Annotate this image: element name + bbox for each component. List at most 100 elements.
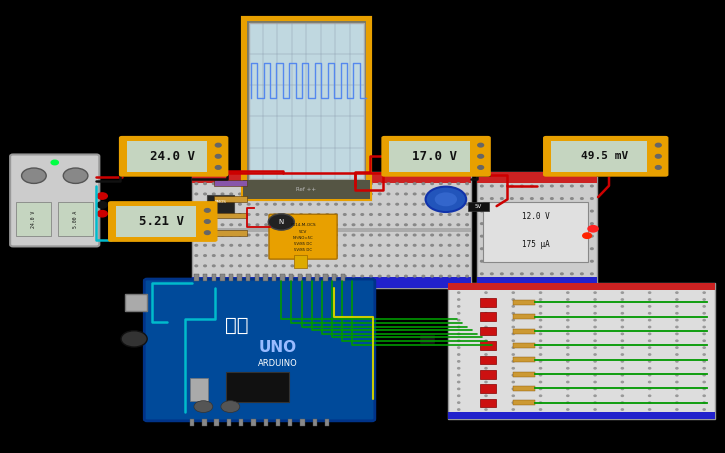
Circle shape <box>195 183 198 184</box>
Circle shape <box>300 203 302 205</box>
Circle shape <box>481 248 483 250</box>
Circle shape <box>491 210 493 212</box>
Circle shape <box>703 333 705 335</box>
Circle shape <box>405 255 407 256</box>
Circle shape <box>195 203 198 205</box>
Circle shape <box>335 255 337 256</box>
Circle shape <box>378 193 381 195</box>
Circle shape <box>318 275 320 277</box>
Circle shape <box>512 306 514 307</box>
Circle shape <box>291 234 294 236</box>
Circle shape <box>405 275 407 277</box>
Circle shape <box>239 275 241 277</box>
Circle shape <box>239 234 241 236</box>
Circle shape <box>457 361 460 362</box>
Bar <box>477 172 597 183</box>
Circle shape <box>352 255 355 256</box>
Circle shape <box>448 245 451 246</box>
Circle shape <box>282 183 285 184</box>
Circle shape <box>676 367 678 369</box>
Circle shape <box>567 292 569 294</box>
Circle shape <box>457 275 460 277</box>
Bar <box>207 195 234 213</box>
Circle shape <box>567 326 569 328</box>
Circle shape <box>439 275 442 277</box>
Circle shape <box>485 361 487 362</box>
Circle shape <box>621 306 623 307</box>
Circle shape <box>491 185 493 187</box>
Circle shape <box>676 381 678 383</box>
Circle shape <box>256 275 259 277</box>
Circle shape <box>352 193 355 195</box>
Circle shape <box>195 275 198 277</box>
Circle shape <box>591 236 593 237</box>
Circle shape <box>282 203 285 205</box>
Circle shape <box>344 214 346 215</box>
Circle shape <box>204 265 207 267</box>
Circle shape <box>649 319 651 321</box>
Circle shape <box>649 402 651 403</box>
Circle shape <box>387 193 390 195</box>
Text: N: N <box>278 219 284 225</box>
Circle shape <box>491 223 493 224</box>
Circle shape <box>422 183 425 184</box>
Circle shape <box>621 375 623 376</box>
Circle shape <box>396 255 399 256</box>
Circle shape <box>649 306 651 307</box>
Circle shape <box>703 367 705 369</box>
Text: 5V/85 DC: 5V/85 DC <box>294 248 312 251</box>
Bar <box>448 412 715 419</box>
Bar <box>341 274 345 281</box>
Circle shape <box>439 245 442 246</box>
Circle shape <box>521 248 523 250</box>
Bar <box>226 372 289 402</box>
Circle shape <box>247 245 250 246</box>
Circle shape <box>370 203 373 205</box>
Circle shape <box>676 340 678 342</box>
Circle shape <box>510 273 513 275</box>
Circle shape <box>567 395 569 396</box>
Circle shape <box>539 347 542 348</box>
Circle shape <box>521 236 523 237</box>
Circle shape <box>256 193 259 195</box>
Circle shape <box>426 187 466 212</box>
Circle shape <box>465 214 468 215</box>
Circle shape <box>335 234 337 236</box>
Circle shape <box>405 183 407 184</box>
Bar <box>237 274 241 281</box>
Circle shape <box>370 255 373 256</box>
Circle shape <box>221 193 224 195</box>
Bar <box>192 277 471 288</box>
Circle shape <box>387 255 390 256</box>
Circle shape <box>396 203 399 205</box>
Circle shape <box>649 299 651 300</box>
Circle shape <box>352 214 355 215</box>
Circle shape <box>326 245 328 246</box>
Circle shape <box>318 214 320 215</box>
Circle shape <box>22 168 46 183</box>
Circle shape <box>335 265 337 267</box>
Circle shape <box>51 160 58 165</box>
Bar <box>289 274 294 281</box>
Circle shape <box>230 275 233 277</box>
Circle shape <box>309 183 311 184</box>
Circle shape <box>212 275 215 277</box>
Bar <box>323 274 328 281</box>
Circle shape <box>378 224 381 226</box>
Circle shape <box>541 248 543 250</box>
Circle shape <box>465 245 468 246</box>
Circle shape <box>413 193 416 195</box>
Circle shape <box>361 275 363 277</box>
Circle shape <box>541 236 543 237</box>
Circle shape <box>431 193 434 195</box>
Circle shape <box>594 306 596 307</box>
Circle shape <box>448 234 451 236</box>
Circle shape <box>594 395 596 396</box>
Circle shape <box>273 275 276 277</box>
Circle shape <box>318 234 320 236</box>
Circle shape <box>97 211 107 217</box>
Circle shape <box>282 255 285 256</box>
Bar <box>481 384 497 393</box>
Circle shape <box>703 402 705 403</box>
Circle shape <box>560 185 563 187</box>
